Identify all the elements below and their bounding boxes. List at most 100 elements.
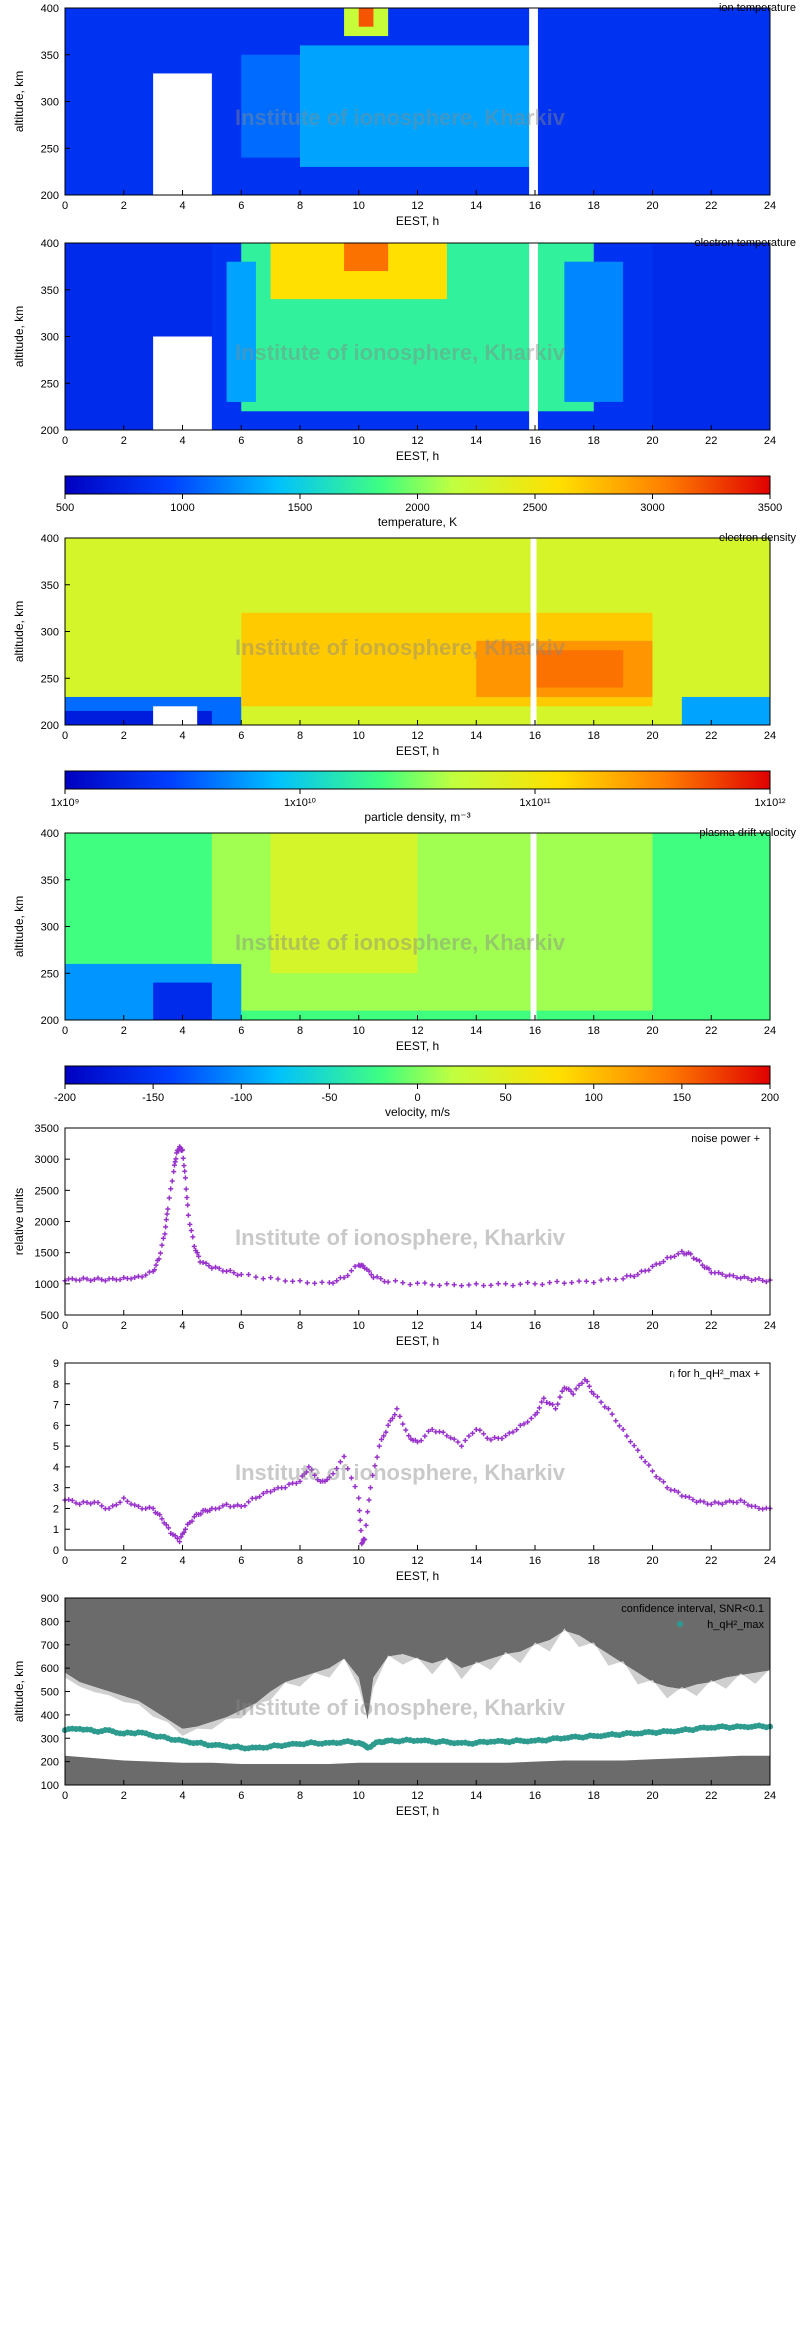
svg-text:8: 8 [297, 200, 303, 212]
svg-text:altitude, km: altitude, km [12, 71, 26, 132]
svg-text:18: 18 [588, 1320, 600, 1332]
svg-text:particle density, m⁻³: particle density, m⁻³ [364, 810, 470, 824]
svg-text:24: 24 [764, 435, 776, 447]
svg-text:50: 50 [500, 1092, 512, 1104]
drift_vel-panel: 024681012141618202224200250300350400EEST… [0, 825, 800, 1060]
svg-text:200: 200 [41, 1757, 59, 1769]
svg-text:EEST, h: EEST, h [396, 1804, 439, 1818]
elec_temp-heatmap: 024681012141618202224200250300350400EEST… [0, 235, 800, 470]
svg-text:10: 10 [353, 1320, 365, 1332]
svg-text:4: 4 [179, 1555, 185, 1567]
svg-text:-50: -50 [321, 1092, 337, 1104]
drift_vel-colorbar: -200-150-100-50050100150200velocity, m/s [0, 1060, 800, 1120]
svg-text:250: 250 [41, 378, 59, 390]
svg-text:1: 1 [53, 1524, 59, 1536]
svg-text:4: 4 [179, 1790, 185, 1802]
svg-text:1500: 1500 [288, 502, 312, 514]
svg-text:EEST, h: EEST, h [396, 1039, 439, 1053]
elec_dens-heatmap: 024681012141618202224200250300350400EEST… [0, 530, 800, 765]
svg-text:2: 2 [53, 1503, 59, 1515]
svg-text:EEST, h: EEST, h [396, 744, 439, 758]
svg-text:2: 2 [121, 730, 127, 742]
svg-text:900: 900 [41, 1593, 59, 1605]
svg-text:14: 14 [470, 1025, 482, 1037]
svg-text:400: 400 [41, 238, 59, 250]
svg-text:300: 300 [41, 922, 59, 934]
svg-text:20: 20 [646, 435, 658, 447]
svg-text:4: 4 [179, 1320, 185, 1332]
svg-text:150: 150 [673, 1092, 691, 1104]
svg-text:20: 20 [646, 730, 658, 742]
svg-text:16: 16 [529, 1790, 541, 1802]
svg-text:2: 2 [121, 1555, 127, 1567]
svg-text:altitude, km: altitude, km [12, 306, 26, 367]
svg-text:EEST, h: EEST, h [396, 1334, 439, 1348]
svg-text:4: 4 [179, 1025, 185, 1037]
ri_hqh2-scatter: 0246810121416182022240123456789EEST, hrᵢ… [0, 1355, 800, 1590]
svg-text:2000: 2000 [35, 1217, 59, 1229]
svg-text:0: 0 [62, 1320, 68, 1332]
svg-text:16: 16 [529, 1025, 541, 1037]
svg-text:8: 8 [297, 1025, 303, 1037]
ion_temp-title: ion temperature [719, 2, 796, 14]
svg-text:5: 5 [53, 1441, 59, 1453]
svg-text:300: 300 [41, 627, 59, 639]
svg-text:6: 6 [238, 1320, 244, 1332]
svg-text:300: 300 [41, 97, 59, 109]
svg-text:350: 350 [41, 285, 59, 297]
svg-text:16: 16 [529, 730, 541, 742]
elec_temp-colorbar: 500100015002000250030003500temperature, … [0, 470, 800, 530]
svg-text:24: 24 [764, 1320, 776, 1332]
svg-text:20: 20 [646, 1320, 658, 1332]
svg-text:12: 12 [411, 1025, 423, 1037]
svg-text:20: 20 [646, 1025, 658, 1037]
svg-text:6: 6 [238, 1555, 244, 1567]
svg-text:20: 20 [646, 1790, 658, 1802]
svg-text:altitude, km: altitude, km [12, 601, 26, 662]
svg-text:0: 0 [62, 730, 68, 742]
svg-text:600: 600 [41, 1663, 59, 1675]
svg-text:7: 7 [53, 1400, 59, 1412]
drift_vel-title: plasma drift velocity [699, 827, 796, 839]
svg-text:2: 2 [121, 1025, 127, 1037]
svg-text:200: 200 [41, 190, 59, 202]
svg-text:300: 300 [41, 332, 59, 344]
elec_dens-title: electron density [719, 532, 796, 544]
svg-text:relative units: relative units [12, 1188, 26, 1255]
svg-text:2500: 2500 [523, 502, 547, 514]
svg-text:2: 2 [121, 1790, 127, 1802]
svg-text:350: 350 [41, 580, 59, 592]
svg-text:altitude, km: altitude, km [12, 1661, 26, 1722]
svg-text:100: 100 [585, 1092, 603, 1104]
svg-text:h_qH²_max: h_qH²_max [707, 1619, 764, 1631]
svg-text:350: 350 [41, 875, 59, 887]
svg-text:500: 500 [41, 1687, 59, 1699]
svg-text:18: 18 [588, 1555, 600, 1567]
svg-text:20: 20 [646, 1555, 658, 1567]
svg-text:velocity, m/s: velocity, m/s [385, 1105, 450, 1119]
svg-text:12: 12 [411, 1555, 423, 1567]
svg-text:10: 10 [353, 200, 365, 212]
svg-text:24: 24 [764, 200, 776, 212]
svg-text:200: 200 [41, 1015, 59, 1027]
svg-text:14: 14 [470, 1320, 482, 1332]
svg-text:24: 24 [764, 730, 776, 742]
svg-text:0: 0 [62, 1790, 68, 1802]
svg-text:24: 24 [764, 1790, 776, 1802]
svg-text:22: 22 [705, 1025, 717, 1037]
svg-text:20: 20 [646, 200, 658, 212]
svg-text:18: 18 [588, 200, 600, 212]
ri_hqh2-panel: 0246810121416182022240123456789EEST, hrᵢ… [0, 1355, 800, 1590]
conf_int-panel: 0246810121416182022241002003004005006007… [0, 1590, 800, 1825]
svg-text:rᵢ for h_qH²_max +: rᵢ for h_qH²_max + [669, 1368, 760, 1380]
svg-text:1x10¹¹: 1x10¹¹ [519, 797, 551, 809]
svg-text:1x10⁹: 1x10⁹ [51, 797, 80, 809]
svg-text:2: 2 [121, 435, 127, 447]
svg-text:3500: 3500 [35, 1123, 59, 1135]
svg-text:2500: 2500 [35, 1185, 59, 1197]
svg-text:6: 6 [53, 1420, 59, 1432]
svg-text:22: 22 [705, 200, 717, 212]
svg-text:0: 0 [414, 1092, 420, 1104]
svg-text:-150: -150 [142, 1092, 164, 1104]
svg-text:22: 22 [705, 435, 717, 447]
